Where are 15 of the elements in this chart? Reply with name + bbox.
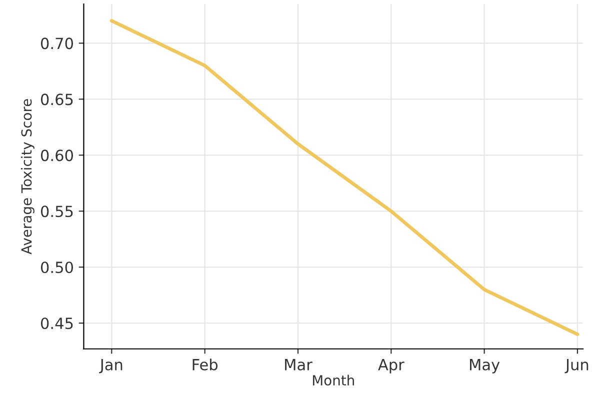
y-axis-title: Average Toxicity Score (20, 99, 34, 254)
x-tick-label: Apr (378, 359, 404, 374)
y-tick-label: 0.60 (40, 150, 73, 162)
y-tick-label: 0.45 (40, 318, 73, 330)
y-tick-label: 0.70 (40, 38, 73, 50)
x-tick-label: Feb (192, 358, 218, 370)
y-tick-label: 0.50 (40, 262, 73, 274)
x-axis-title: Month (312, 374, 354, 386)
x-tick-label: Jan (99, 359, 122, 374)
x-tick-label: Mar (285, 359, 312, 370)
x-tick-label: May (470, 359, 500, 374)
x-tick-label: Jun (564, 359, 588, 374)
line-series (110, 19, 580, 336)
y-tick-label: 0.65 (40, 94, 73, 106)
y-tick-label: 0.55 (40, 206, 73, 218)
